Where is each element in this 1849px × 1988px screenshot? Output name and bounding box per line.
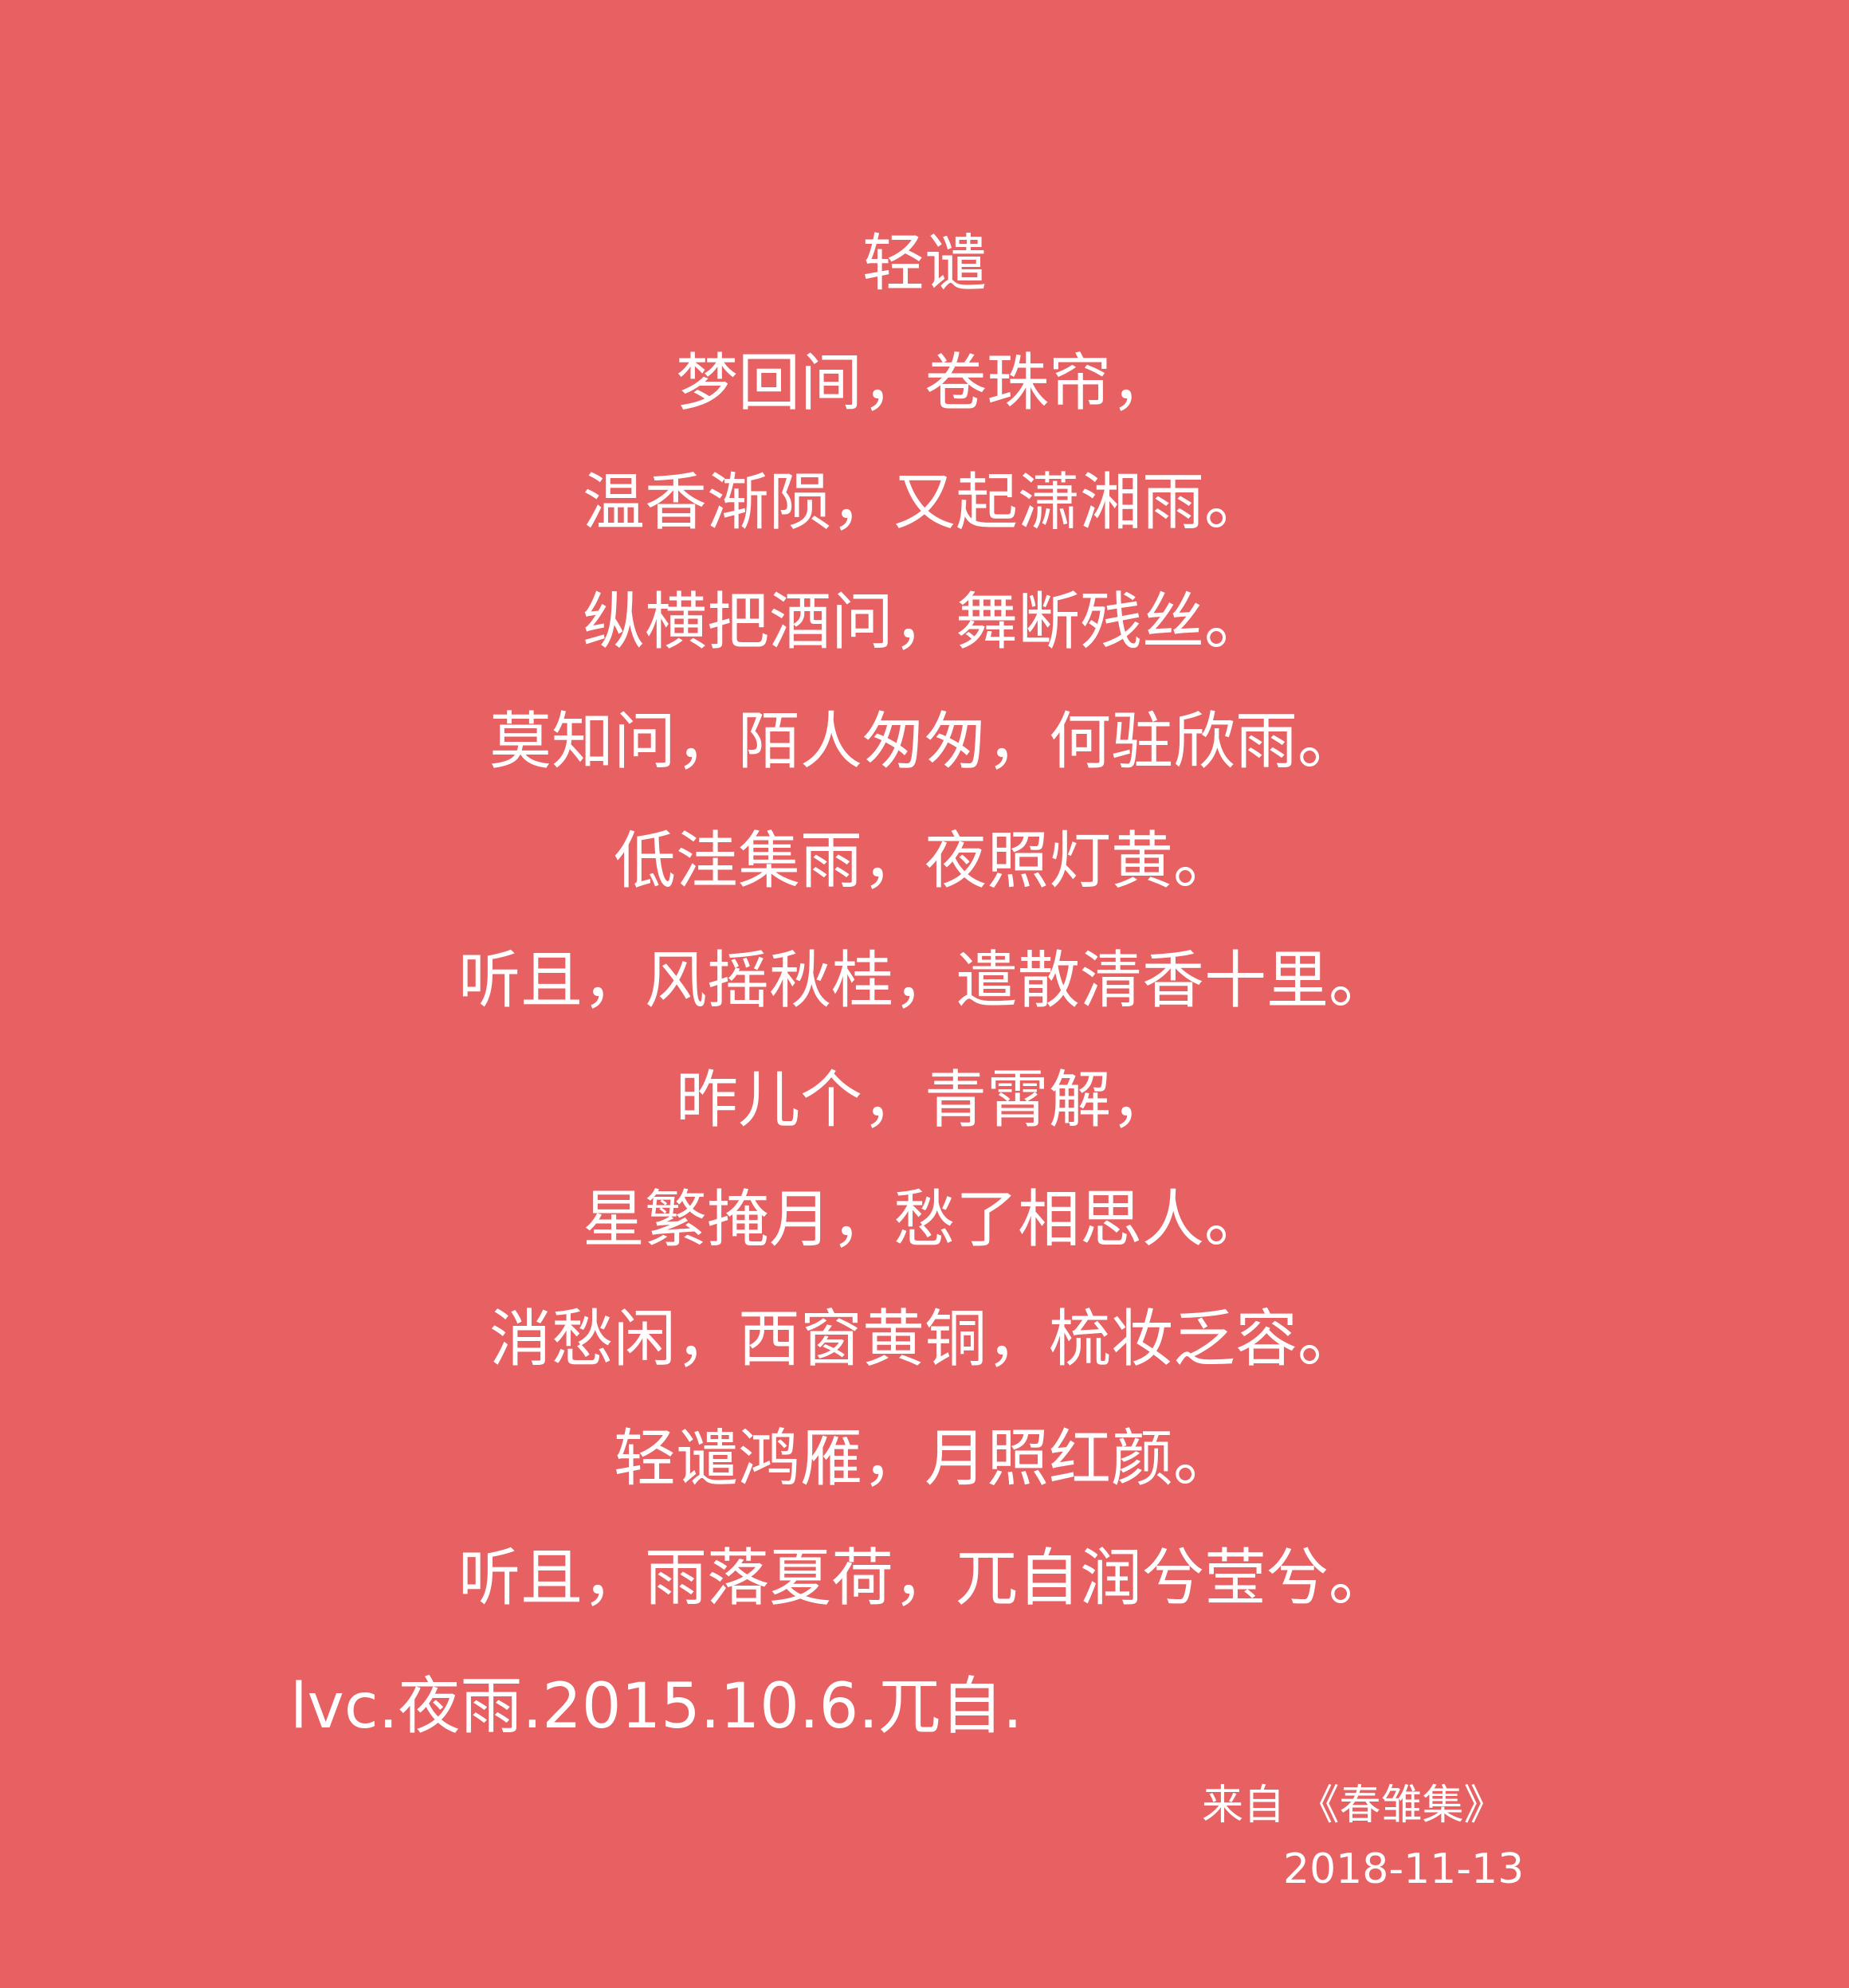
poem-line-10: 轻谴鸿雁，月照红颜。 — [613, 1423, 1235, 1495]
poem-signature: lvc.夜雨.2015.10.6.兀自. — [290, 1671, 1023, 1743]
poem-date: 2018-11-13 — [1283, 1845, 1525, 1893]
poem-line-2: 温香渐陨，又起潇湘雨。 — [582, 467, 1266, 539]
poem-title: 轻谴 — [862, 228, 987, 300]
poem-line-1: 梦回间，卷珠帘， — [675, 347, 1173, 419]
poem-line-3: 纵横把酒问，舞断残丝。 — [582, 586, 1266, 658]
poem-line-8: 星繁掩月，愁了相思人。 — [582, 1184, 1266, 1256]
poem-line-6: 听且，风摇秋桂，遣散清香十里。 — [457, 945, 1391, 1017]
poem-source: 来自 《春雏集》 — [1202, 1782, 1506, 1829]
poem-line-4: 莫知问，陌人匆匆，何驻欣雨。 — [489, 706, 1360, 778]
poem-line-11: 听且，雨落夏荷，兀自润兮莹兮。 — [457, 1543, 1391, 1614]
poem-line-9: 消愁闲，西窗黄铜，梳妆乏容。 — [489, 1304, 1360, 1375]
poem-line-7: 昨儿个，青霄解， — [675, 1065, 1173, 1136]
poem-line-5: 低洼集雨，夜照灯黄。 — [613, 825, 1235, 897]
